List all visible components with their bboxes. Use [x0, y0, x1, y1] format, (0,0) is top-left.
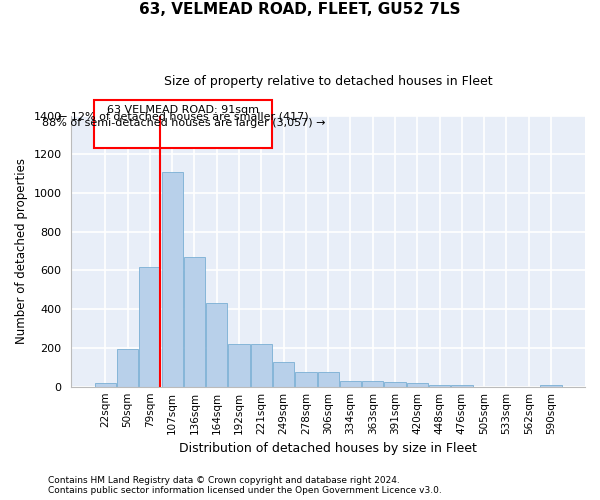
Bar [184, 257, 205, 386]
Bar [117, 349, 138, 387]
Bar [161, 172, 183, 386]
Bar [139, 267, 160, 386]
Bar [451, 384, 473, 386]
Bar [251, 344, 272, 387]
FancyBboxPatch shape [94, 100, 272, 148]
Bar [541, 384, 562, 386]
Text: 63 VELMEAD ROAD: 91sqm: 63 VELMEAD ROAD: 91sqm [107, 105, 259, 115]
Text: 63, VELMEAD ROAD, FLEET, GU52 7LS: 63, VELMEAD ROAD, FLEET, GU52 7LS [139, 2, 461, 18]
Bar [407, 383, 428, 386]
Text: 88% of semi-detached houses are larger (3,057) →: 88% of semi-detached houses are larger (… [41, 118, 325, 128]
Bar [340, 381, 361, 386]
Bar [317, 372, 339, 386]
Text: Contains HM Land Registry data © Crown copyright and database right 2024.
Contai: Contains HM Land Registry data © Crown c… [48, 476, 442, 495]
Bar [273, 362, 294, 386]
Title: Size of property relative to detached houses in Fleet: Size of property relative to detached ho… [164, 75, 493, 88]
Bar [362, 381, 383, 386]
Bar [95, 383, 116, 386]
Bar [206, 304, 227, 386]
X-axis label: Distribution of detached houses by size in Fleet: Distribution of detached houses by size … [179, 442, 477, 455]
Text: ← 12% of detached houses are smaller (417): ← 12% of detached houses are smaller (41… [58, 112, 308, 122]
Bar [229, 344, 250, 387]
Y-axis label: Number of detached properties: Number of detached properties [15, 158, 28, 344]
Bar [295, 372, 317, 386]
Bar [429, 384, 450, 386]
Bar [385, 382, 406, 386]
